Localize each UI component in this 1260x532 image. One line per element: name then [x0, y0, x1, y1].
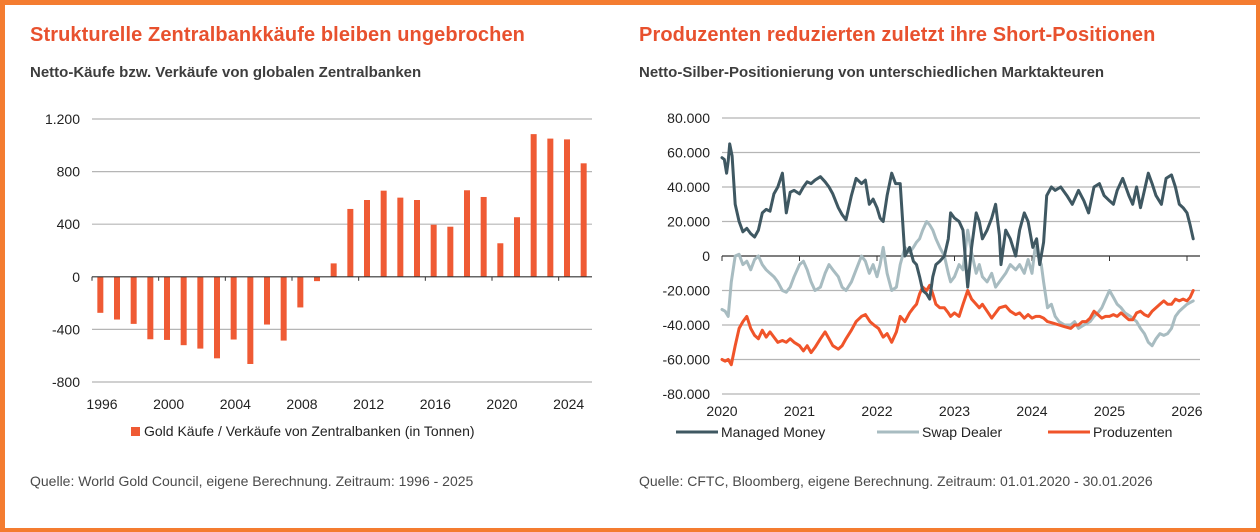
- y-tick-label: 40.000: [667, 179, 710, 195]
- bar-2013: [380, 190, 387, 277]
- y-tick-label: 0: [702, 248, 710, 264]
- bar-1996: [97, 276, 104, 313]
- x-tick-label: 2025: [1094, 403, 1125, 419]
- bar-2014: [397, 197, 404, 277]
- right-chart-source: Quelle: CFTC, Bloomberg, eigene Berechnu…: [639, 473, 1153, 489]
- bar-2002: [197, 276, 204, 349]
- series-line-swap-dealer: [720, 220, 1195, 348]
- bar-2021: [514, 217, 520, 277]
- y-tick-label: 20.000: [667, 214, 710, 230]
- bar-2011: [347, 208, 354, 277]
- y-tick-label: 1.200: [45, 111, 80, 127]
- y-tick-label: -20.000: [663, 283, 711, 299]
- x-tick-label: 2008: [286, 396, 317, 412]
- x-tick-label: 2024: [553, 396, 584, 412]
- legend-label-gold: Gold Käufe / Verkäufe von Zentralbanken …: [144, 423, 475, 439]
- x-tick-label: 2012: [353, 396, 384, 412]
- x-tick-label: 2020: [706, 403, 737, 419]
- legend-label-managed-money: Managed Money: [721, 424, 825, 440]
- bar-2024: [564, 139, 570, 277]
- series-line-produzenten: [720, 283, 1195, 367]
- gold-central-bank-panel: Strukturelle Zentralbankkäufe bleiben un…: [30, 24, 592, 489]
- y-tick-label: -800: [52, 374, 80, 390]
- bar-1997: [114, 276, 120, 320]
- bar-2000: [164, 276, 170, 340]
- series-line-managed-money: [720, 142, 1195, 301]
- left-chart-source: Quelle: World Gold Council, eigene Berec…: [30, 473, 474, 489]
- y-tick-label: -60.000: [663, 352, 711, 368]
- silver-positioning-panel: Produzenten reduzierten zuletzt ihre Sho…: [630, 0, 1260, 532]
- y-tick-label: -400: [52, 321, 80, 337]
- left-chart-title: Strukturelle Zentralbankkäufe bleiben un…: [30, 24, 525, 46]
- bar-2017: [447, 226, 454, 277]
- bar-1998: [130, 276, 137, 324]
- bar-2003: [214, 276, 220, 359]
- right-chart-title: Produzenten reduzierten zuletzt ihre Sho…: [639, 24, 1156, 46]
- x-tick-label: 2016: [420, 396, 451, 412]
- y-tick-label: 80.000: [667, 110, 710, 126]
- x-tick-label: 2021: [784, 403, 815, 419]
- y-tick-label: -80.000: [663, 386, 711, 402]
- bar-chart: -800 -400 0 400 800 1.200 1996 2000 2004 2008 2012…: [45, 111, 592, 439]
- x-tick-label: 2023: [939, 403, 970, 419]
- bar-2022: [530, 134, 537, 277]
- bar-2010: [330, 263, 337, 277]
- bar-2004: [230, 276, 237, 340]
- legend-label-swap-dealer: Swap Dealer: [922, 424, 1002, 440]
- bar-2012: [364, 200, 370, 277]
- x-tick-label: 1996: [86, 396, 117, 412]
- bar-2019: [480, 196, 487, 277]
- y-tick-label: -40.000: [663, 317, 711, 333]
- x-tick-label: 2020: [486, 396, 517, 412]
- bar-2016: [430, 224, 437, 277]
- bar-2005: [247, 276, 254, 364]
- bar-2020: [497, 243, 504, 277]
- left-chart-subtitle: Netto-Käufe bzw. Verkäufe von globalen Z…: [30, 64, 422, 81]
- bar-2018: [464, 190, 470, 277]
- bar-2009: [314, 276, 320, 282]
- x-tick-label: 2022: [861, 403, 892, 419]
- x-tick-label: 2026: [1171, 403, 1202, 419]
- legend-label-produzenten: Produzenten: [1093, 424, 1172, 440]
- legend-swatch-gold: [131, 427, 140, 436]
- bar-1999: [147, 276, 154, 340]
- y-tick-label: 60.000: [667, 145, 710, 161]
- bar-2008: [297, 276, 304, 308]
- right-chart-subtitle: Netto-Silber-Positionierung von untersch…: [639, 64, 1105, 81]
- y-tick-label: 400: [57, 216, 81, 232]
- x-tick-label: 2024: [1016, 403, 1047, 419]
- bar-2007: [280, 276, 287, 341]
- x-tick-label: 2004: [220, 396, 251, 412]
- x-tick-label: 2000: [153, 396, 184, 412]
- y-tick-label: 0: [72, 269, 80, 285]
- y-tick-label: 800: [57, 164, 81, 180]
- bar-2023: [547, 138, 554, 277]
- bar-2001: [180, 276, 187, 346]
- line-chart: -80.000 -60.000 -40.000 -20.000 0 20.000 40.00…: [663, 110, 1203, 440]
- bar-2006: [264, 276, 270, 325]
- bar-2025: [580, 163, 587, 277]
- bar-2015: [414, 200, 420, 277]
